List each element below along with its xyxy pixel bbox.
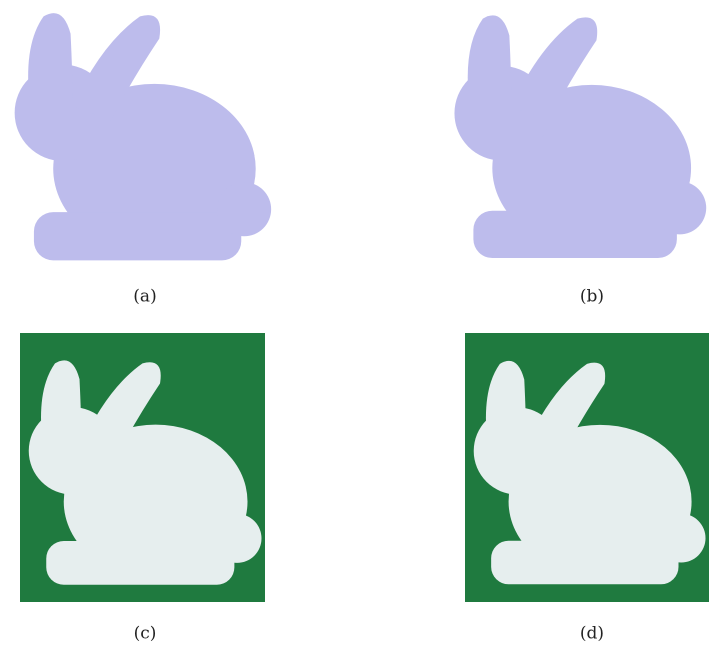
caption: (c) <box>134 624 157 644</box>
page: (a) (b) (c) (d) (() => { const data = JS… <box>0 0 709 650</box>
caption: (b) <box>580 287 604 307</box>
render-image <box>445 7 709 263</box>
caption: (d) <box>580 624 604 644</box>
caption: (a) <box>133 287 156 307</box>
render-image <box>5 5 275 265</box>
figure: (a) (b) (c) (d) <box>0 0 709 650</box>
